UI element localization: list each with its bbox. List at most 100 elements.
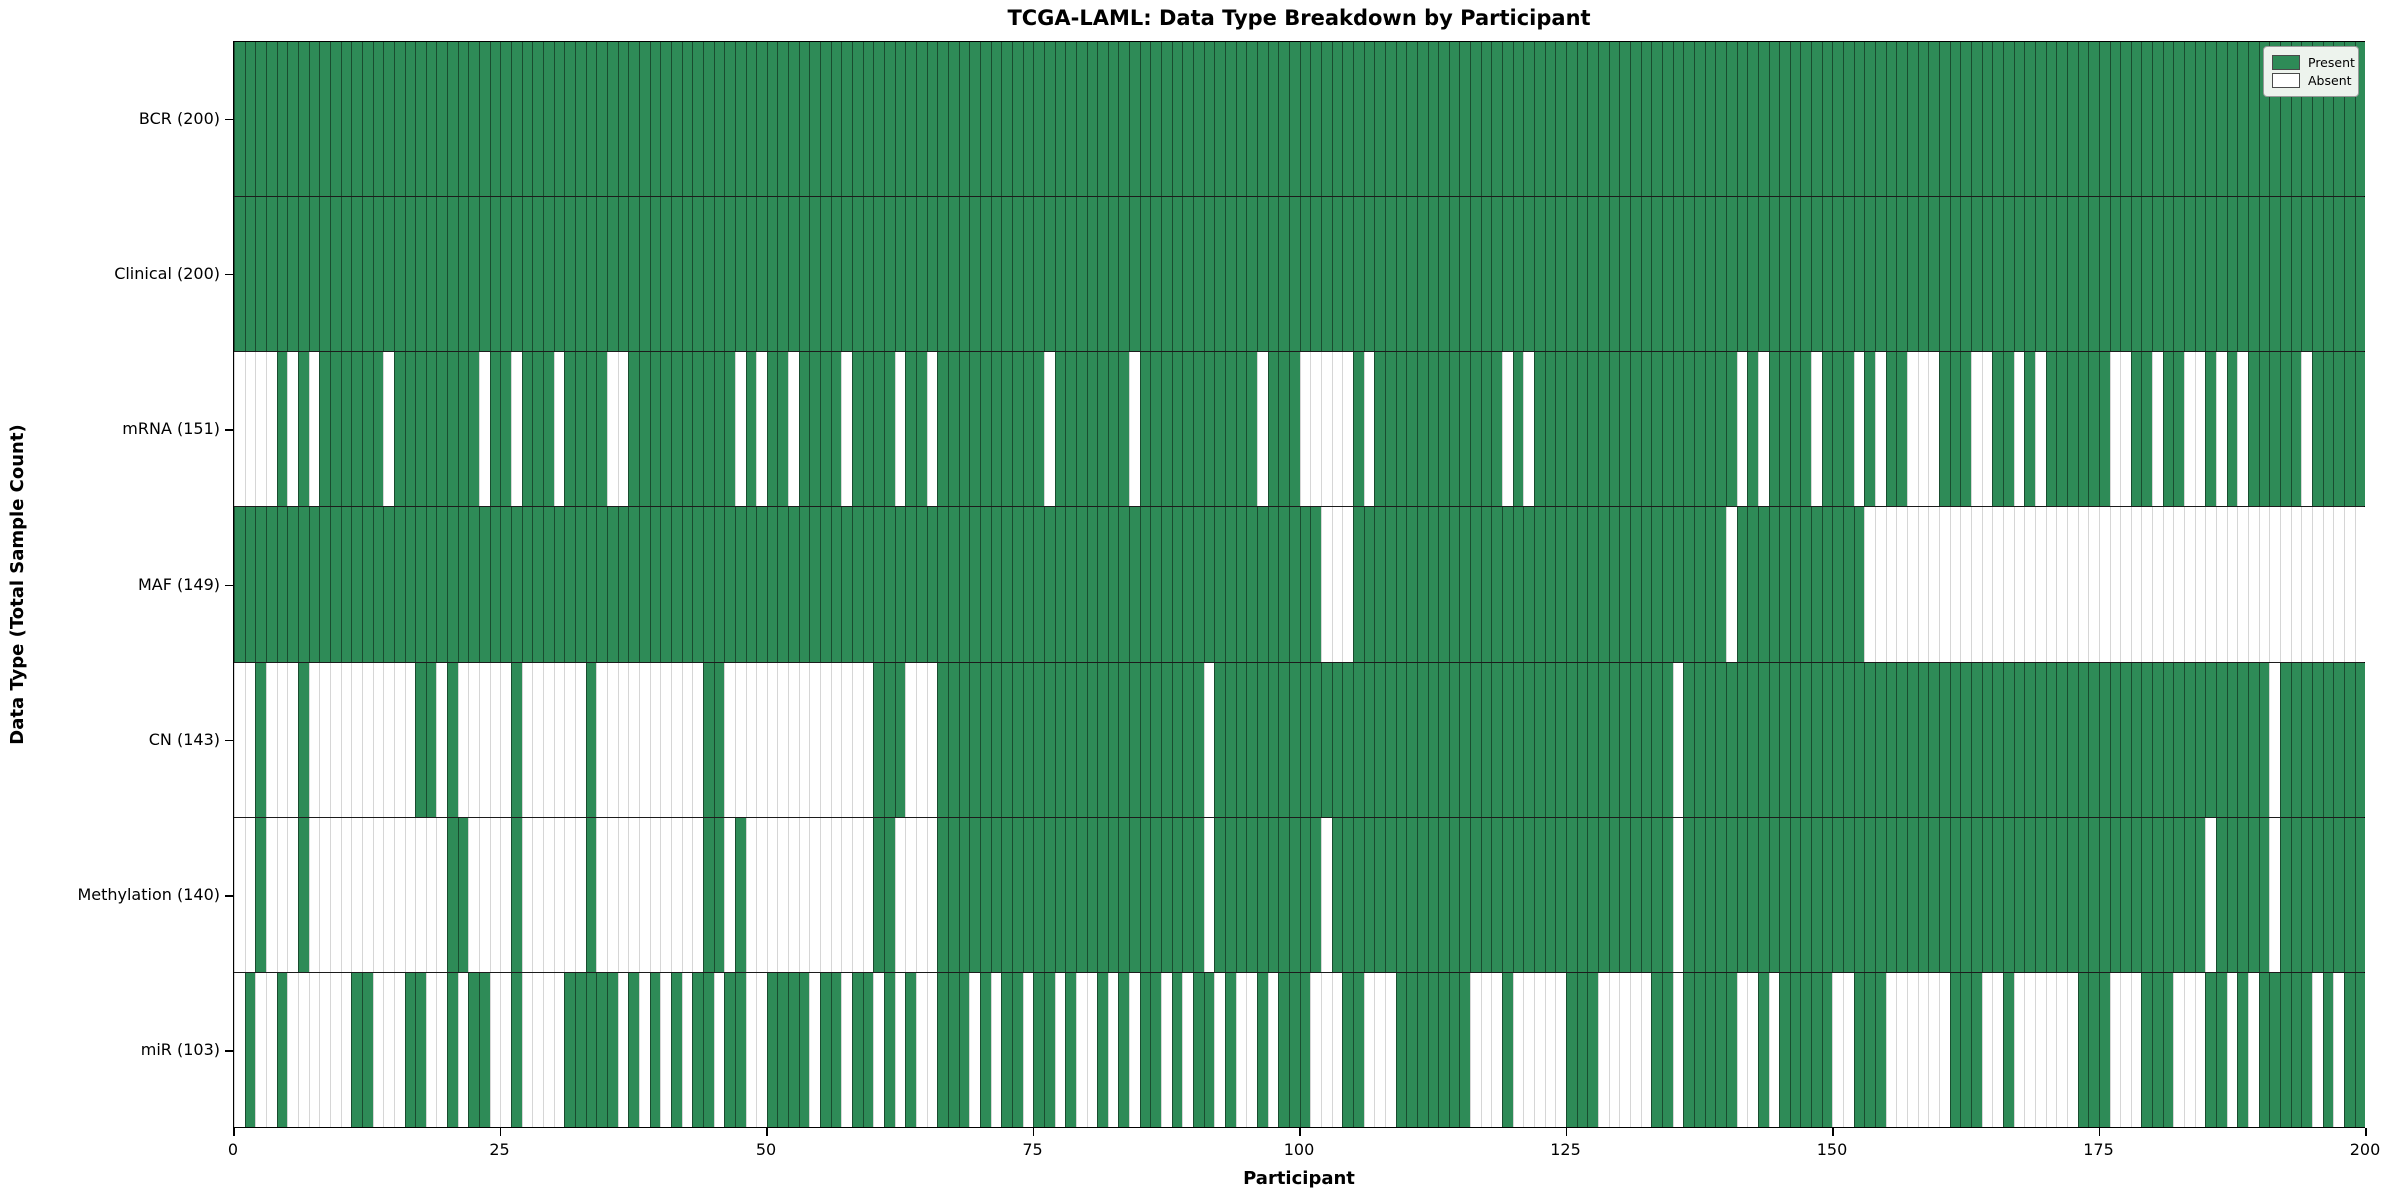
cell xyxy=(532,197,544,352)
cell xyxy=(1512,662,1524,817)
cell xyxy=(926,507,938,662)
cell xyxy=(2162,507,2174,662)
cell xyxy=(2173,817,2185,972)
cell xyxy=(2280,507,2291,662)
cell xyxy=(1033,352,1044,507)
cell xyxy=(287,42,298,197)
cell xyxy=(1949,42,1961,197)
cell xyxy=(1555,352,1567,507)
cell xyxy=(1395,197,1407,352)
cell xyxy=(468,662,480,817)
cell xyxy=(244,972,256,1127)
cell xyxy=(1363,972,1375,1127)
cell xyxy=(937,817,948,972)
cell xyxy=(2120,507,2131,662)
cell xyxy=(937,972,948,1127)
cell xyxy=(479,972,490,1127)
cell xyxy=(979,507,991,662)
cell xyxy=(1257,197,1268,352)
cell xyxy=(1576,972,1588,1127)
cell xyxy=(393,972,405,1127)
cell xyxy=(1043,662,1055,817)
cell xyxy=(1523,352,1535,507)
cell xyxy=(1363,507,1375,662)
cell xyxy=(1011,352,1023,507)
cell xyxy=(447,352,458,507)
cell xyxy=(2205,42,2217,197)
cell xyxy=(1310,42,1321,197)
cell xyxy=(1107,972,1119,1127)
cell xyxy=(596,817,607,972)
cell xyxy=(489,972,501,1127)
x-tick-label-150: 150 xyxy=(1816,1140,1848,1159)
cell xyxy=(2354,817,2366,972)
cell xyxy=(1928,507,1939,662)
cell xyxy=(1331,507,1343,662)
cell xyxy=(1608,817,1620,972)
cell xyxy=(1075,662,1087,817)
cell xyxy=(1054,352,1066,507)
cell xyxy=(1043,42,1055,197)
cell xyxy=(457,507,469,662)
cell xyxy=(1171,197,1183,352)
cell xyxy=(873,972,885,1127)
cell xyxy=(532,42,544,197)
cell xyxy=(1097,507,1108,662)
cell xyxy=(1725,662,1737,817)
cell xyxy=(1438,352,1449,507)
cell xyxy=(660,352,671,507)
cell xyxy=(1512,817,1524,972)
cell xyxy=(2152,507,2163,662)
heatmap-row-miR xyxy=(234,971,2366,1127)
cell xyxy=(670,352,682,507)
cell xyxy=(1757,197,1769,352)
cell xyxy=(1470,662,1481,817)
cell xyxy=(489,507,501,662)
cell xyxy=(1789,197,1801,352)
cell xyxy=(1129,352,1140,507)
cell xyxy=(1960,42,1971,197)
cell xyxy=(1470,507,1481,662)
x-tick-mark xyxy=(1032,1128,1034,1136)
cell xyxy=(1118,352,1130,507)
cell xyxy=(1896,197,1908,352)
cell xyxy=(1651,972,1662,1127)
cell xyxy=(702,817,714,972)
cell xyxy=(756,972,767,1127)
cell xyxy=(1875,817,1886,972)
cell xyxy=(2066,197,2078,352)
cell xyxy=(1331,197,1343,352)
cell xyxy=(841,972,853,1127)
cell xyxy=(2045,507,2057,662)
cell xyxy=(532,817,544,972)
cell xyxy=(265,817,277,972)
cell xyxy=(2269,197,2280,352)
cell xyxy=(1267,42,1279,197)
cell xyxy=(2280,42,2291,197)
cell xyxy=(415,42,426,197)
cell xyxy=(1118,662,1130,817)
cell xyxy=(340,507,352,662)
cell xyxy=(393,352,405,507)
cell xyxy=(1139,352,1151,507)
cell xyxy=(670,662,682,817)
cell xyxy=(852,662,863,817)
cell xyxy=(2248,662,2259,817)
cell xyxy=(585,972,597,1127)
x-tick-label-100: 100 xyxy=(1283,1140,1315,1159)
y-tick-mark xyxy=(225,895,233,897)
cell xyxy=(1598,817,1609,972)
cell xyxy=(234,817,245,972)
cell xyxy=(702,662,714,817)
cell xyxy=(543,507,554,662)
cell xyxy=(820,972,831,1127)
cell xyxy=(436,507,448,662)
cell xyxy=(2237,507,2249,662)
cell xyxy=(628,507,639,662)
cell xyxy=(2173,352,2185,507)
cell xyxy=(1491,817,1503,972)
cell xyxy=(2013,42,2025,197)
cell xyxy=(319,662,330,817)
cell xyxy=(1118,42,1130,197)
cell xyxy=(1001,662,1012,817)
